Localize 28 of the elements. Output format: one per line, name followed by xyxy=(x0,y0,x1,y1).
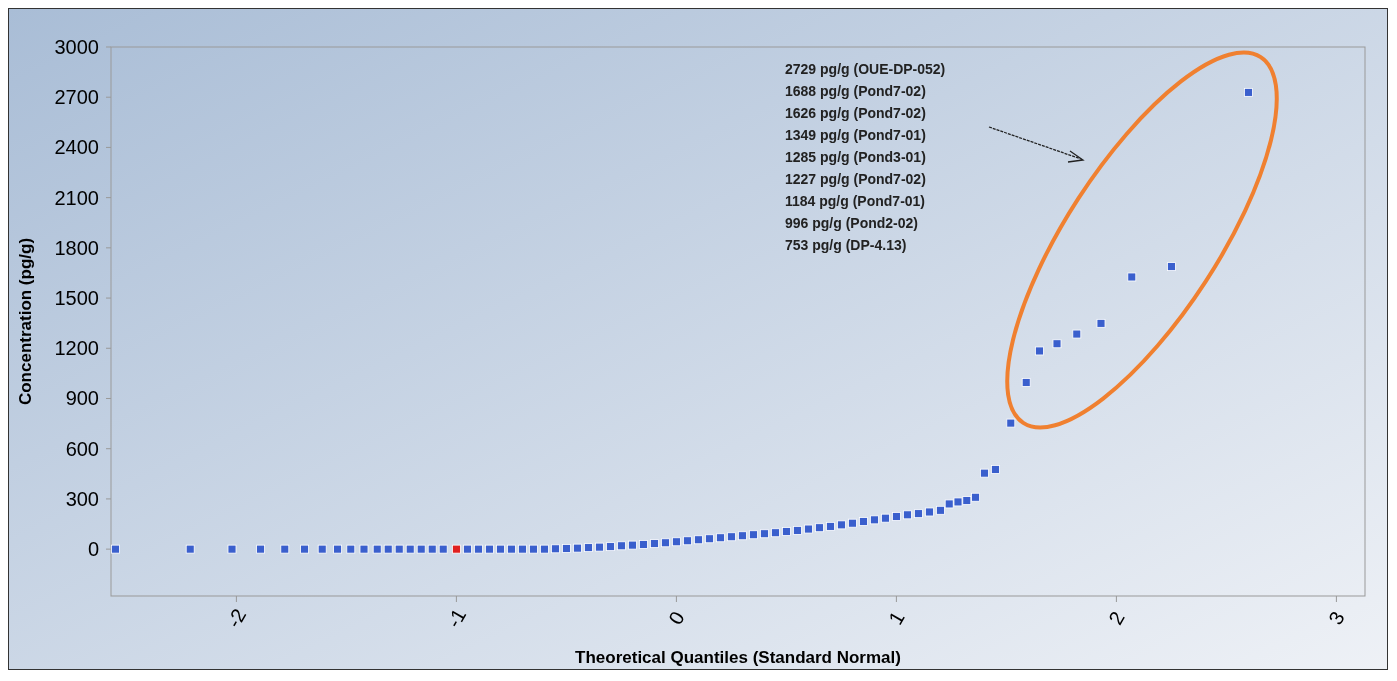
annotation: 1285 pg/g (Pond3-01) xyxy=(785,149,926,165)
x-tick-label: 1 xyxy=(884,607,909,629)
y-tick-label: 2400 xyxy=(54,136,99,159)
y-tick-label: 1800 xyxy=(54,236,99,259)
annotation: 1227 pg/g (Pond7-02) xyxy=(785,171,926,187)
y-tick-label: 300 xyxy=(65,487,99,510)
x-tick-label: -1 xyxy=(442,604,471,632)
y-axis-title: Concentration (pg/g) xyxy=(16,237,35,406)
x-tick-label: 0 xyxy=(664,607,689,629)
annotation: 1184 pg/g (Pond7-01) xyxy=(785,193,926,209)
x-tick-label: 2 xyxy=(1104,607,1129,629)
annotation: 1626 pg/g (Pond7-02) xyxy=(785,105,926,121)
annotation: 1349 pg/g (Pond7-01) xyxy=(785,127,926,143)
y-tick-label: 0 xyxy=(87,538,99,561)
annotation: 753 pg/g (DP-4.13) xyxy=(785,237,907,253)
x-axis-title: Theoretical Quantiles (Standard Normal) xyxy=(575,648,901,667)
y-tick-label: 2700 xyxy=(54,86,99,109)
y-tick-label: 1500 xyxy=(54,287,99,310)
y-tick-label: 1200 xyxy=(54,337,99,360)
annotation: 996 pg/g (Pond2-02) xyxy=(785,215,919,231)
x-tick-label: 3 xyxy=(1324,607,1349,629)
y-tick-label: 900 xyxy=(65,387,99,410)
y-tick-label: 600 xyxy=(65,437,99,460)
y-tick-label: 2100 xyxy=(54,186,99,209)
y-tick-label: 3000 xyxy=(54,36,99,58)
annotation: 1688 pg/g (Pond7-02) xyxy=(785,83,926,99)
x-tick-label: -2 xyxy=(222,604,251,632)
annotation: 2729 pg/g (OUE-DP-052) xyxy=(785,61,946,77)
